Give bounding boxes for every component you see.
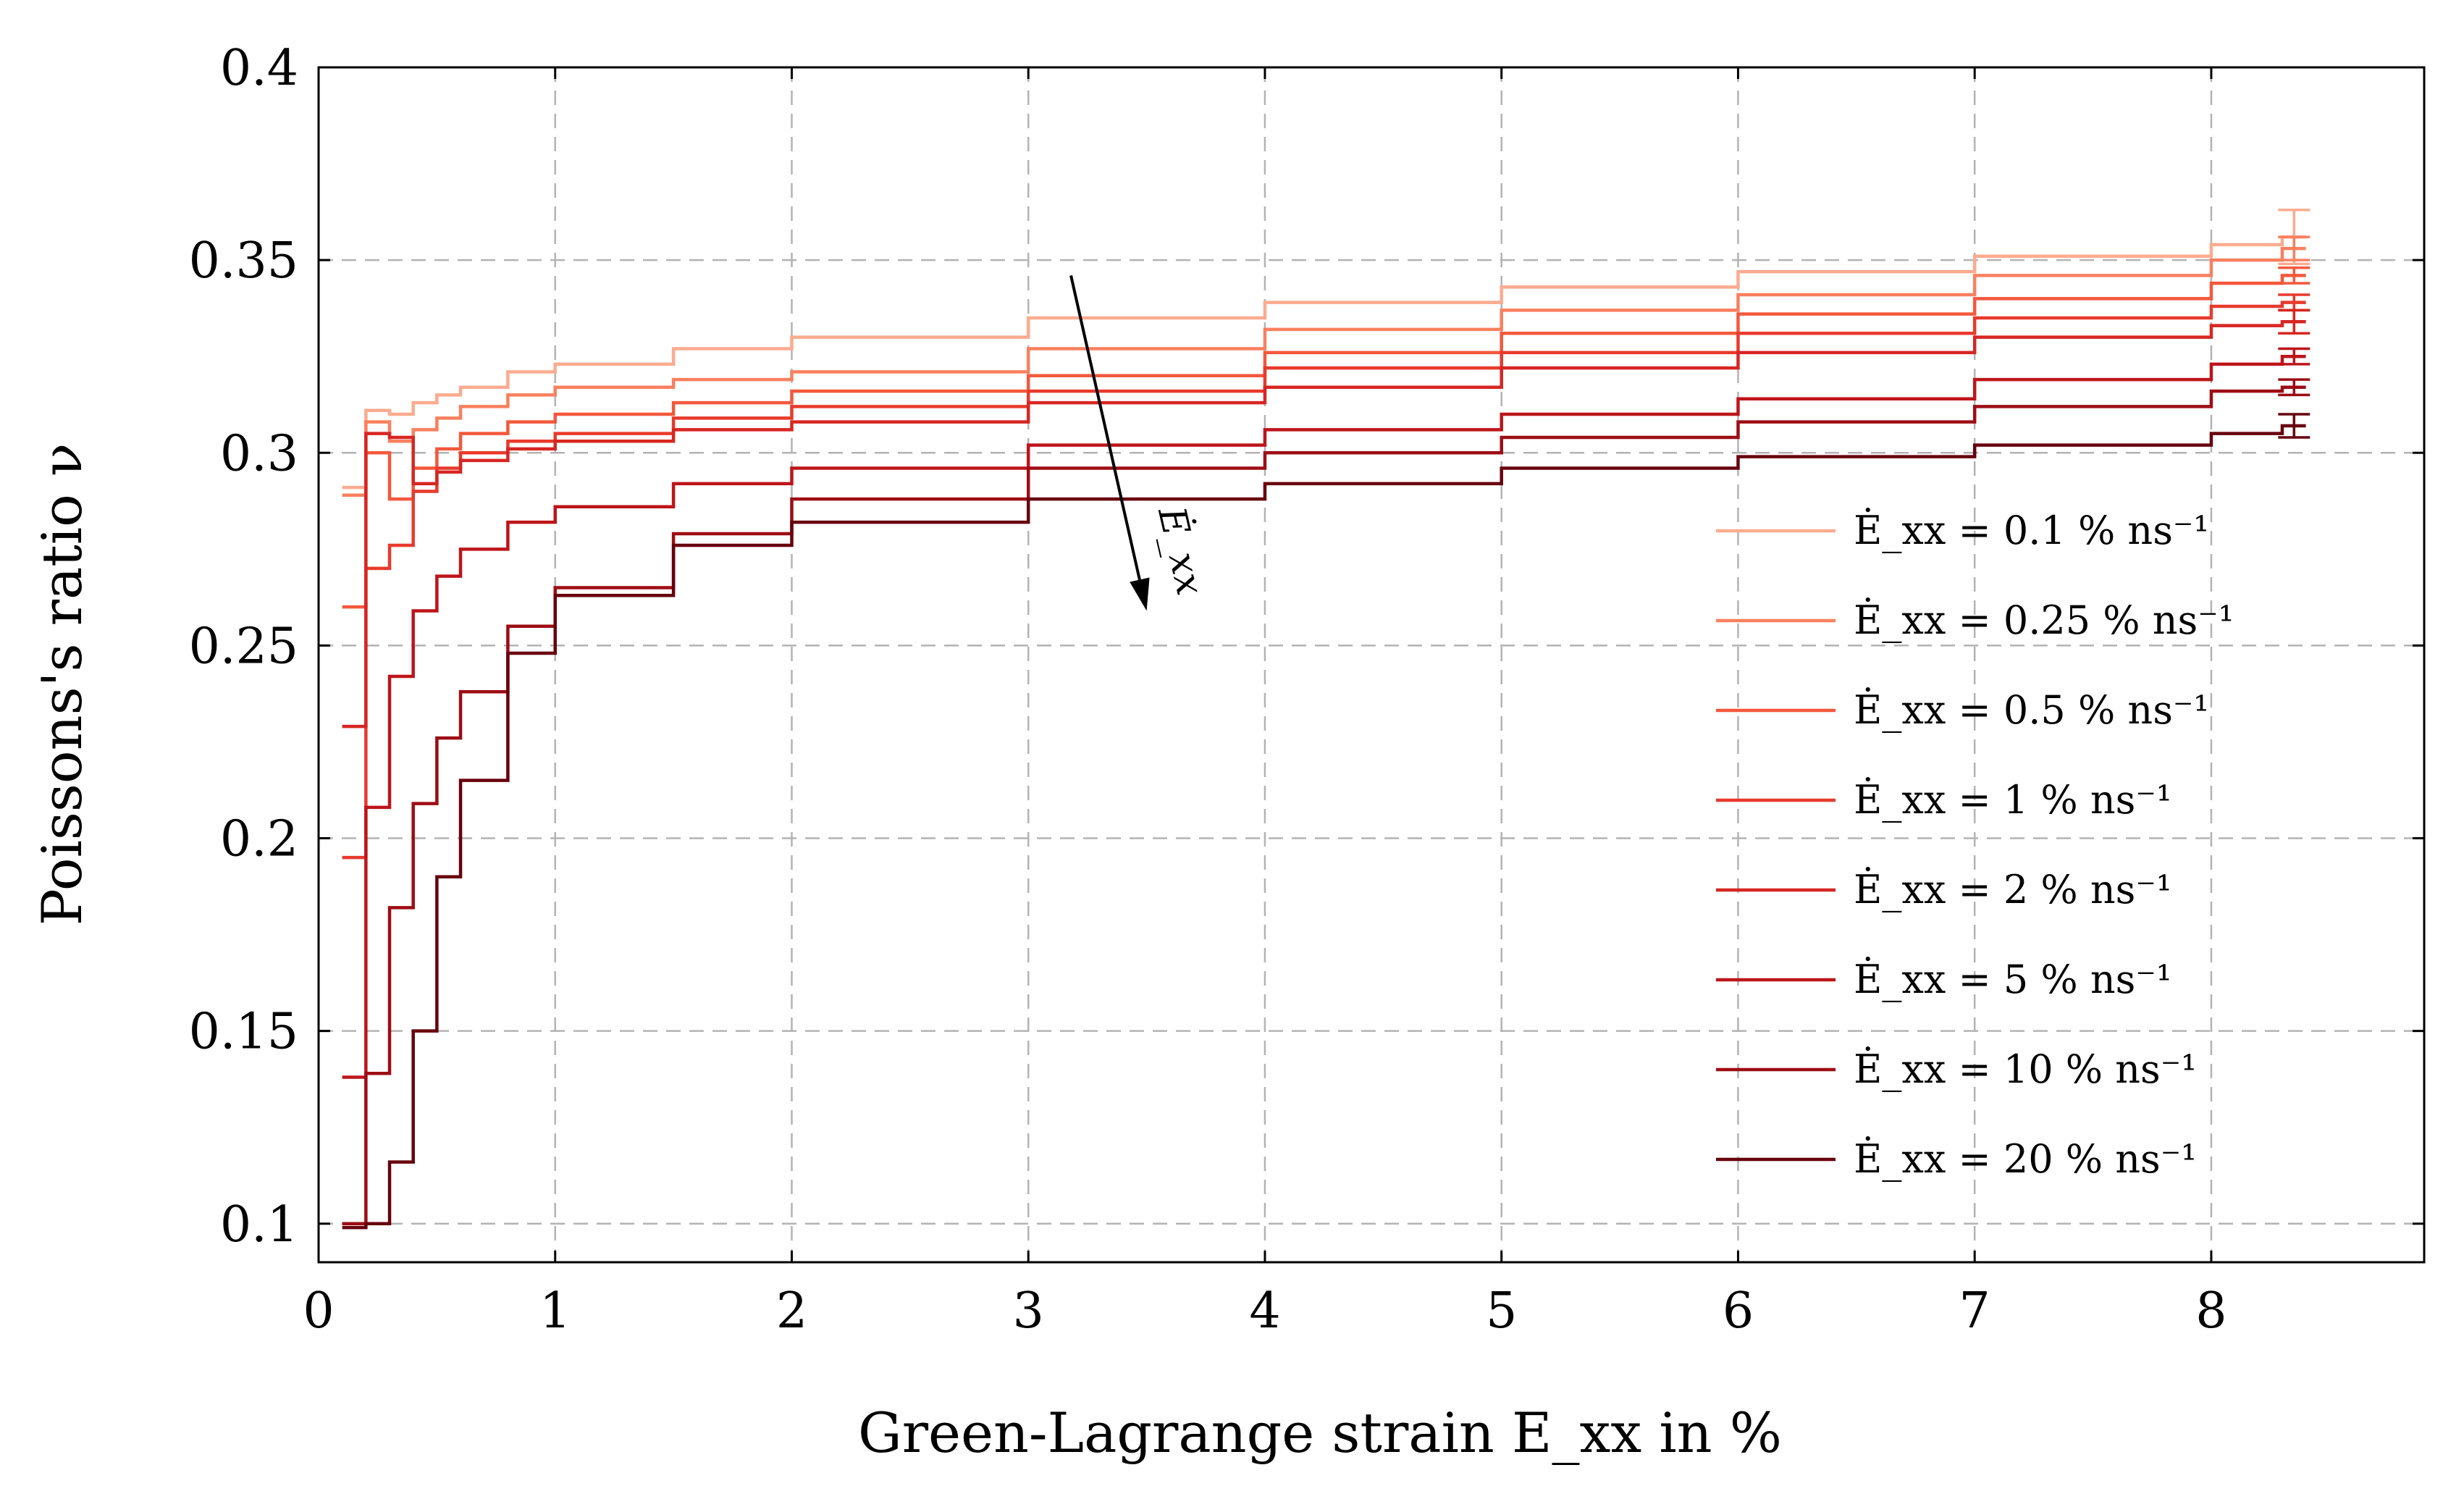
- series-line-1: [342, 235, 2306, 490]
- x-tick-label: 3: [1013, 1283, 1044, 1340]
- series-line-4: [342, 301, 2306, 860]
- y-tick-label: 0.35: [189, 232, 298, 290]
- x-tick-label: 8: [2195, 1283, 2227, 1340]
- series-group: [342, 235, 2306, 1230]
- y-tick-label: 0.1: [220, 1196, 298, 1254]
- legend-label-8: Ė_xx = 20 % ns⁻¹: [1854, 1136, 2197, 1182]
- y-tick-label: 0.2: [220, 811, 298, 868]
- y-tick-label: 0.3: [220, 425, 298, 482]
- x-tick-label: 7: [1959, 1283, 1990, 1340]
- legend-label-1: Ė_xx = 0.1 % ns⁻¹: [1854, 507, 2209, 553]
- legend-label-4: Ė_xx = 1 % ns⁻¹: [1854, 776, 2172, 823]
- y-tick-label: 0.4: [220, 40, 298, 97]
- series-line-8: [342, 424, 2306, 1230]
- x-tick-label: 4: [1249, 1283, 1280, 1340]
- x-tick-label: 5: [1486, 1283, 1517, 1340]
- ticks-group: [317, 66, 2424, 1262]
- y-tick-label: 0.25: [189, 618, 298, 675]
- legend-label-7: Ė_xx = 10 % ns⁻¹: [1854, 1046, 2197, 1092]
- plot-frame: [317, 66, 2426, 1264]
- x-axis-label: Green-Lagrange strain E_xx in %: [858, 1401, 1782, 1465]
- series-line-2: [342, 246, 2306, 498]
- x-tick-label: 1: [539, 1283, 571, 1340]
- series-line-7: [342, 385, 2306, 1226]
- series-line-6: [342, 354, 2306, 1079]
- x-tick-label: 0: [303, 1283, 334, 1340]
- errorbars-group: [2278, 209, 2310, 439]
- legend-label-5: Ė_xx = 2 % ns⁻¹: [1854, 866, 2172, 912]
- legend-label-2: Ė_xx = 0.25 % ns⁻¹: [1854, 597, 2234, 643]
- y-axis-label: Poissons's ratio ν: [30, 443, 94, 925]
- strain-rate-arrowhead: [1130, 577, 1150, 611]
- legend-label-3: Ė_xx = 0.5 % ns⁻¹: [1854, 687, 2209, 733]
- x-tick-label: 6: [1723, 1283, 1754, 1340]
- y-tick-label: 0.15: [189, 1004, 298, 1061]
- tick-labels-group: 0 1 2 3 4 5 6 7 8 0.1 0.15 0.2 0.25 0.3 0.35 0.4: [189, 40, 2227, 1340]
- legend-label-6: Ė_xx = 5 % ns⁻¹: [1854, 956, 2172, 1002]
- legend: Ė_xx = 0.1 % ns⁻¹ Ė_xx = 0.25 % ns⁻¹ Ė_xx …: [1716, 507, 2234, 1182]
- x-tick-label: 2: [776, 1283, 807, 1340]
- strain-rate-arrow: [1069, 274, 1141, 581]
- series-line-5: [342, 320, 2306, 729]
